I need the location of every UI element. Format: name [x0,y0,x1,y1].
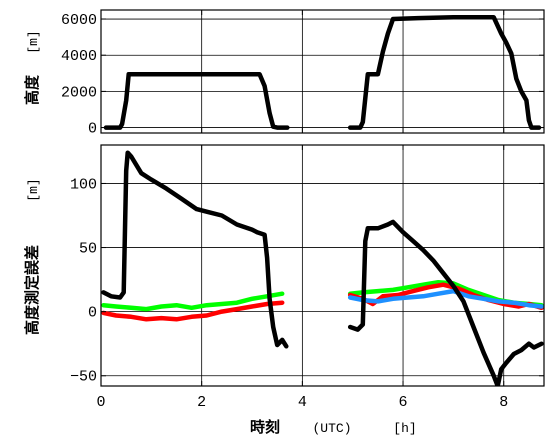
error-plot-frame [100,144,545,387]
altitude-y-tick-label: 0 [88,121,97,138]
error-ylabel: 高度測定誤差 [23,245,41,335]
x-axis-label-unit: (UTC) [312,421,351,436]
error-series-0-segment-0 [101,291,285,312]
altitude-y-tick-label: 2000 [61,84,97,101]
altitude-plot-frame [100,9,545,134]
error-series-1-segment-0 [101,300,285,322]
error-ylabel-unit: [m] [26,178,41,201]
error-series-3-segment-0 [101,150,289,349]
error-y-tick-label: −50 [70,369,97,386]
error-series [101,150,544,386]
x-axis-label-hour: [h] [393,421,416,436]
error-panel: 0 2 4 6 8 −50 0 50 100 高度測定誤差 [m] 時刻 (UTC) [h] [23,144,545,436]
error-series-3-segment-1 [347,219,544,386]
error-y-tick-label: 100 [70,176,97,193]
x-tick-label: 2 [197,394,206,411]
error-ticks: 0 2 4 6 8 −50 0 50 100 [70,145,544,411]
altitude-series-0-segment-1 [347,14,542,130]
error-y-tick-label: 0 [88,305,97,322]
altitude-series-0-segment-0 [103,71,290,130]
x-tick-label: 8 [499,394,508,411]
altitude-ticks: 0 2000 4000 6000 [61,10,544,138]
altitude-ylabel: 高度 [23,74,41,105]
error-series-2-segment-0 [347,288,544,309]
x-tick-label: 0 [96,394,105,411]
x-axis-label: 時刻 [250,418,280,436]
altitude-ylabel-unit: [m] [26,30,41,53]
altitude-grid [101,10,544,133]
x-tick-label: 6 [399,394,408,411]
altitude-y-tick-label: 6000 [61,12,97,29]
x-tick-label: 4 [298,394,307,411]
altitude-series [103,14,542,130]
error-y-tick-label: 50 [79,241,97,258]
altitude-panel: 0 2000 4000 6000 高度 [m] [23,9,545,138]
error-grid [101,145,544,386]
altitude-y-tick-label: 4000 [61,48,97,65]
